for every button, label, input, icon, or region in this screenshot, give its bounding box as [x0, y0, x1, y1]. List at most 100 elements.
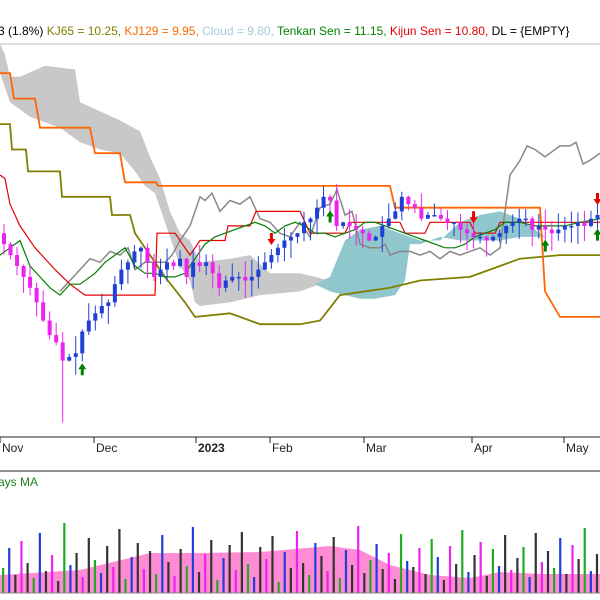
candle-body	[249, 276, 254, 281]
series-kijun-sen	[0, 174, 600, 296]
candle-body	[80, 331, 85, 354]
x-tick-label: May	[566, 441, 589, 455]
candle-body	[588, 218, 593, 226]
volume-bar	[277, 582, 280, 593]
candle-body	[543, 225, 548, 230]
candle-body	[223, 280, 228, 288]
buy-arrow-icon	[593, 228, 600, 241]
candle-body	[458, 222, 463, 230]
volume-bar	[228, 545, 231, 593]
x-tick-label: Apr	[474, 441, 493, 455]
volume-bar	[350, 565, 354, 593]
buy-arrow-icon	[541, 239, 550, 252]
candle-body	[438, 215, 443, 219]
volume-bar	[185, 566, 188, 593]
candle-body	[321, 196, 326, 208]
volume-bar	[461, 530, 464, 593]
candle-body	[419, 207, 424, 219]
candle-body	[393, 211, 398, 219]
volume-pane: ays MA	[0, 475, 600, 593]
indicator-lines	[0, 72, 600, 326]
candle-body	[243, 276, 248, 281]
volume-bar	[357, 526, 360, 593]
candle-body	[2, 233, 6, 245]
x-tick-label: Feb	[272, 441, 293, 455]
volume-bar	[26, 563, 29, 593]
candle-body	[93, 313, 98, 321]
volume-bar	[455, 564, 458, 593]
candles	[2, 184, 600, 423]
candle-body	[171, 262, 176, 266]
volume-bar	[204, 554, 207, 593]
candle-body	[549, 229, 554, 234]
candle-body	[517, 218, 522, 223]
volume-bar	[308, 575, 311, 593]
candle-body	[119, 269, 124, 285]
volume-bar	[167, 562, 170, 593]
volume-bar	[387, 553, 390, 593]
x-tick-label: Mar	[366, 441, 387, 455]
volume-bar	[565, 574, 568, 593]
volume-bar	[485, 576, 488, 593]
volume-bar	[99, 573, 103, 593]
candle-body	[536, 225, 541, 230]
volume-bar	[504, 535, 507, 593]
volume-bar	[106, 546, 109, 593]
candle-body	[28, 276, 33, 288]
candle-body	[406, 196, 411, 205]
candle-body	[165, 262, 170, 270]
candle-body	[230, 276, 235, 281]
volume-bar	[259, 547, 262, 593]
candle-body	[380, 225, 385, 237]
volume-bar	[473, 555, 476, 593]
candle-body	[530, 218, 535, 230]
volume-bar	[69, 565, 72, 593]
candle-body	[569, 225, 574, 228]
volume-bar	[510, 570, 513, 593]
volume-bar	[326, 571, 329, 593]
candle-body	[465, 229, 470, 234]
volume-bar	[448, 546, 452, 593]
x-tick-label: Nov	[2, 441, 23, 455]
volume-bar	[142, 569, 146, 593]
volume-bar	[583, 528, 586, 593]
candle-body	[354, 225, 359, 230]
candle-body	[41, 302, 46, 321]
candle-body	[138, 247, 143, 252]
volume-bar	[338, 578, 341, 593]
volume-bar	[363, 573, 366, 593]
volume-bar	[424, 574, 427, 593]
volume-bar	[479, 542, 482, 593]
candle-body	[373, 236, 378, 241]
volume-bar	[430, 539, 433, 593]
candle-body	[125, 262, 130, 270]
candle-body	[478, 236, 483, 239]
volume-bar	[406, 561, 409, 593]
candle-body	[152, 262, 156, 277]
candle-body	[158, 269, 163, 277]
volume-bar	[173, 576, 176, 593]
series-tenkan-sen	[0, 218, 600, 296]
volume-bar	[553, 568, 556, 593]
x-tick-label: Dec	[96, 441, 117, 455]
volume-bar	[344, 550, 348, 593]
legend-item: Cloud = 9.80,	[199, 24, 274, 38]
candle-body	[341, 222, 346, 226]
candle-body	[178, 258, 183, 266]
volume-bar	[436, 557, 439, 593]
volume-bar	[295, 531, 299, 593]
candle-body	[132, 251, 137, 263]
candle-body	[452, 222, 456, 224]
volume-bar	[8, 548, 11, 593]
volume-bar	[2, 568, 5, 593]
volume-bar	[522, 547, 525, 593]
candle-body	[510, 222, 515, 226]
candle-body	[275, 247, 280, 256]
candle-body	[191, 262, 196, 277]
legend-item: KJ65 = 10.25,	[43, 24, 121, 38]
candle-body	[386, 218, 391, 226]
candle-body	[582, 222, 587, 226]
legend-line: 3 (1.8%) KJ65 = 10.25, KJ129 = 9.95, Clo…	[0, 24, 570, 38]
volume-bar	[577, 559, 580, 593]
